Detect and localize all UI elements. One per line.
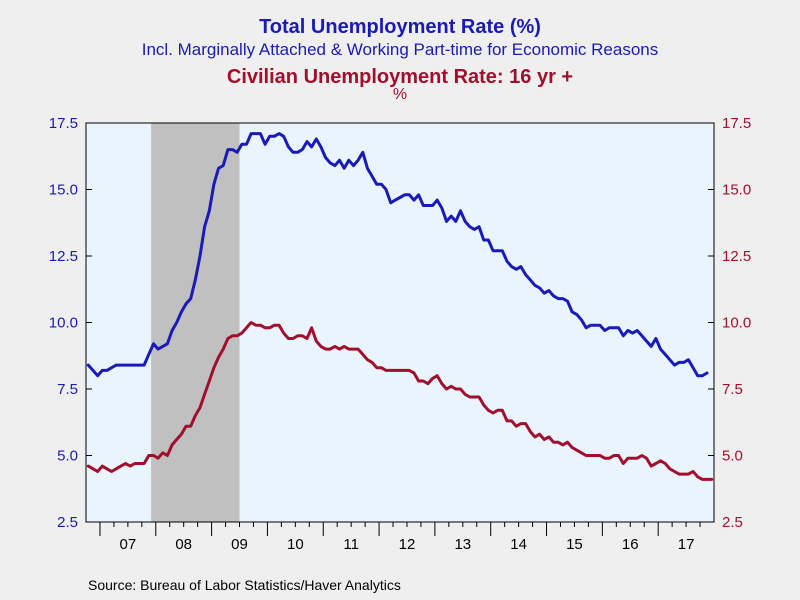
- x-tick-label: 09: [231, 536, 248, 553]
- y-tick-label-right: 10.0: [722, 315, 751, 332]
- x-tick-label: 16: [622, 536, 639, 553]
- series-line-1: [86, 132, 709, 378]
- y-tick-label-right: 7.5: [722, 381, 743, 398]
- x-tick-label: 12: [399, 536, 416, 553]
- x-tick-label: 11: [343, 536, 359, 553]
- axis-layer: 2.5 5.0 7.5 10.0 12.5 15.0 17.5 2.5 5.0 7.5 10.0 12…: [49, 115, 751, 553]
- y-tick-label-left: 7.5: [57, 381, 78, 398]
- y-tick-label-right: 15.0: [722, 182, 751, 199]
- chart-title-secondary: Civilian Unemployment Rate: 16 yr +: [226, 66, 574, 88]
- chart-title: Total Unemployment Rate (%): [259, 16, 541, 38]
- y-tick-label-left: 5.0: [57, 448, 78, 465]
- y-tick-label-left: 2.5: [57, 514, 78, 531]
- y-tick-label-right: 17.5: [722, 115, 751, 132]
- series-layer: [86, 132, 714, 481]
- x-tick-label: 08: [175, 536, 192, 553]
- recession-shading: [151, 123, 240, 522]
- y-tick-label-left: 17.5: [49, 115, 78, 132]
- x-tick-label: 17: [678, 536, 695, 553]
- x-tick-label: 13: [454, 536, 471, 553]
- x-tick-label: 15: [566, 536, 583, 553]
- x-tick-label: 14: [510, 536, 527, 553]
- y-tick-label-left: 12.5: [49, 248, 78, 265]
- y-tick-label-left: 10.0: [49, 315, 78, 332]
- series-line-2: [86, 321, 714, 481]
- y-tick-label-right: 2.5: [722, 514, 743, 531]
- y-tick-label-right: 5.0: [722, 448, 743, 465]
- y-tick-label-right: 12.5: [722, 248, 751, 265]
- y-tick-label-left: 15.0: [49, 182, 78, 199]
- x-tick-label: 10: [287, 536, 304, 553]
- source-note: Source: Bureau of Labor Statistics/Haver…: [88, 577, 401, 593]
- chart-unit-label: %: [392, 86, 408, 103]
- x-tick-label: 07: [120, 536, 137, 553]
- chart-subtitle: Incl. Marginally Attached & Working Part…: [141, 40, 659, 59]
